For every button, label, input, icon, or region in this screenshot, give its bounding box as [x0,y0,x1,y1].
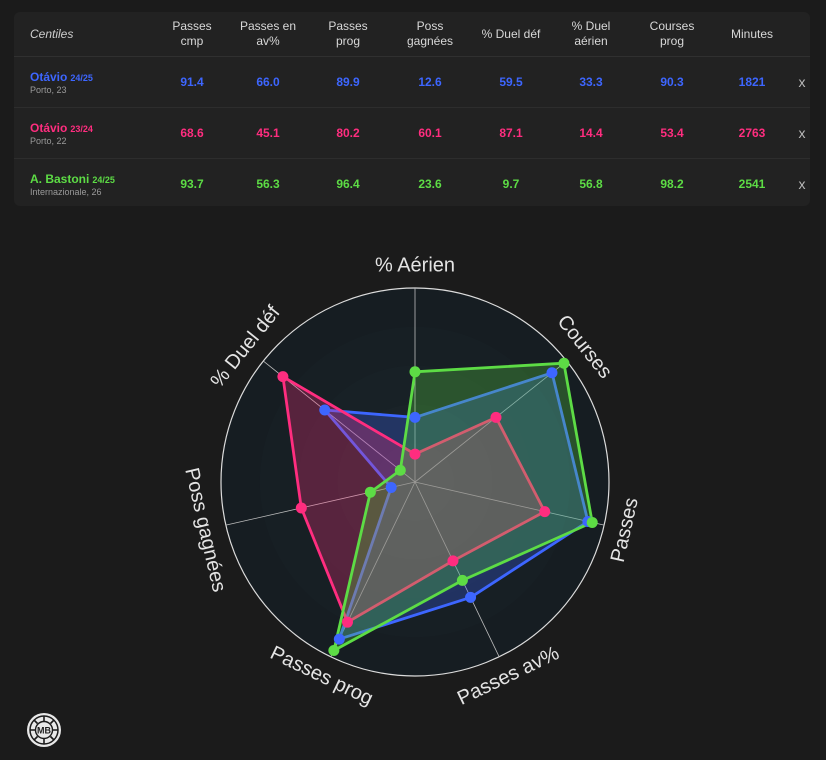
radar-point [539,506,551,518]
player-season: 23/24 [70,123,93,134]
col-header-passes-av: Passes en av% [239,19,297,48]
player-info: Otávio 23/24 Porto, 22 [30,108,93,158]
value-duel-def: 87.1 [499,126,523,140]
value-courses-prog: 53.4 [660,126,684,140]
player-team: Porto, 22 [30,135,67,146]
radar-point [295,502,307,514]
radar-spoke [225,481,416,526]
col-header-duel-aerien: % Duel aérien [571,19,611,48]
value-poss-gagnees: 60.1 [418,126,442,140]
value-poss-gagnees: 12.6 [418,75,442,89]
col-header-minutes: Minutes [730,26,774,41]
radar-spoke [330,481,416,657]
radar-point [409,366,421,378]
player-name[interactable]: Otávio [30,120,68,135]
radar-point [341,616,353,628]
player-row: Otávio 23/24 Porto, 22 68.6 45.1 80.2 60.… [14,108,810,159]
col-header-duel-def: % Duel déf [481,26,541,41]
radar-point [490,411,502,423]
radar-point [364,486,376,498]
player-row: Otávio 24/25 Porto, 23 91.4 66.0 89.9 12.… [14,57,810,108]
player-name[interactable]: Otávio [30,69,68,84]
col-header-passes-prog: Passes prog [328,19,368,48]
radar-point [409,448,421,460]
value-passes-cmp: 93.7 [180,177,204,191]
logo-text: MB [37,726,51,736]
player-season: 24/25 [70,72,93,83]
value-minutes: 2541 [738,177,766,191]
value-passes-prog: 80.2 [336,126,360,140]
logo-icon: MB [27,713,61,747]
value-duel-aerien: 56.8 [579,177,603,191]
centiles-table: Centiles Passes cmp Passes en av% Passes… [14,12,810,206]
value-passes-cmp: 68.6 [180,126,204,140]
radar-point [394,464,406,476]
value-duel-def: 59.5 [499,75,523,89]
value-duel-aerien: 33.3 [579,75,603,89]
value-duel-def: 9.7 [502,177,520,191]
radar-spoke [414,360,567,483]
player-season: 24/25 [92,174,115,185]
radar-point [546,367,558,379]
value-passes-av: 56.3 [256,177,280,191]
player-row: A. Bastoni 24/25 Internazionale, 26 93.7 … [14,159,810,209]
radar-point [586,516,598,528]
col-header-passes-cmp: Passes cmp [172,19,212,48]
remove-player-button[interactable]: x [798,176,806,192]
player-name[interactable]: A. Bastoni [30,171,90,186]
player-info: A. Bastoni 24/25 Internazionale, 26 [30,159,115,209]
radar-axis-label: Passes [607,496,643,565]
radar-point [409,411,421,423]
value-courses-prog: 90.3 [660,75,684,89]
radar-point [277,371,289,383]
remove-player-button[interactable]: x [798,74,806,90]
col-header-poss-gagnees: Poss gagnées [406,19,454,48]
value-courses-prog: 98.2 [660,177,684,191]
player-team: Porto, 23 [30,84,67,95]
value-minutes: 1821 [738,75,766,89]
value-minutes: 2763 [738,126,766,140]
radar-axis-label: % Aérien [375,254,455,276]
remove-player-button[interactable]: x [798,125,806,141]
value-duel-aerien: 14.4 [579,126,603,140]
radar-point [319,404,331,416]
player-team: Internazionale, 26 [30,186,102,197]
radar-series-area [281,375,547,624]
radar-point [385,481,397,493]
value-passes-av: 45.1 [256,126,280,140]
table-header: Centiles Passes cmp Passes en av% Passes… [14,12,810,57]
value-passes-av: 66.0 [256,75,280,89]
radar-point [465,591,477,603]
value-passes-prog: 96.4 [336,177,360,191]
player-info: Otávio 24/25 Porto, 23 [30,57,93,107]
value-passes-cmp: 91.4 [180,75,204,89]
radar-spoke [414,481,500,657]
radar-point [447,555,459,567]
value-passes-prog: 89.9 [336,75,360,89]
radar-point [328,644,340,656]
col-header-courses-prog: Courses prog [649,19,695,48]
radar-point [558,357,570,369]
centiles-label: Centiles [30,27,74,41]
radar-series-area [332,361,594,652]
radar-point [333,633,345,645]
value-poss-gagnees: 23.6 [418,177,442,191]
radar-point [456,574,468,586]
radar-spoke [414,481,605,526]
